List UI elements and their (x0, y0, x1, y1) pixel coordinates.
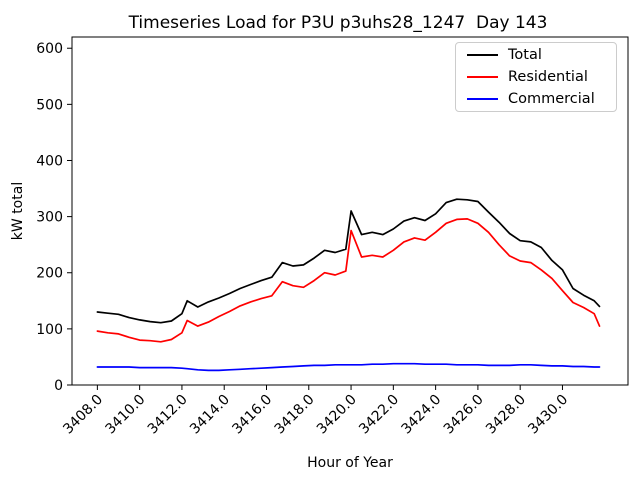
x-tick-label: 3416.0 (229, 392, 275, 438)
residential-line-sample (467, 76, 498, 78)
commercial-series-line (96, 362, 601, 372)
x-tick-label: 3410.0 (103, 392, 149, 438)
legend-item-residential: Residential (456, 67, 616, 87)
total-line-sample (467, 54, 498, 56)
legend-box: Total Residential Commercial (455, 42, 617, 112)
x-tick-label: 3420.0 (314, 392, 360, 438)
x-axis-label: Hour of Year (307, 455, 393, 471)
x-tick-label: 3412.0 (145, 392, 191, 438)
x-tick-label: 3430.0 (525, 392, 571, 438)
total-series-line (96, 198, 601, 324)
legend-label-residential: Residential (508, 68, 588, 85)
x-tick-label: 3424.0 (398, 392, 444, 438)
y-tick-label: 300 (36, 210, 63, 226)
legend-item-commercial: Commercial (456, 89, 616, 109)
residential-series-line (96, 218, 601, 343)
y-tick-label: 400 (36, 153, 63, 169)
series-lines (96, 198, 601, 372)
y-tick-label: 500 (36, 97, 63, 113)
x-tick-label: 3428.0 (483, 392, 529, 438)
y-tick-label: 0 (54, 378, 63, 394)
commercial-line-sample (467, 98, 498, 100)
legend-label-commercial: Commercial (508, 90, 595, 107)
y-tick-label: 100 (36, 322, 63, 338)
x-tick-label: 3426.0 (441, 392, 487, 438)
plot-frame (71, 36, 629, 386)
x-tick-label: 3418.0 (272, 392, 318, 438)
legend-item-total: Total (456, 45, 616, 65)
x-tick-label: 3408.0 (60, 392, 106, 438)
legend-label-total: Total (508, 46, 542, 63)
y-tick-label: 600 (36, 41, 63, 57)
chart-title: Timeseries Load for P3U p3uhs28_1247 Day… (128, 13, 548, 33)
x-tick-label: 3422.0 (356, 392, 402, 438)
y-axis-label: kW total (10, 182, 26, 240)
y-tick-label: 200 (36, 266, 63, 282)
x-tick-label: 3414.0 (187, 392, 233, 438)
